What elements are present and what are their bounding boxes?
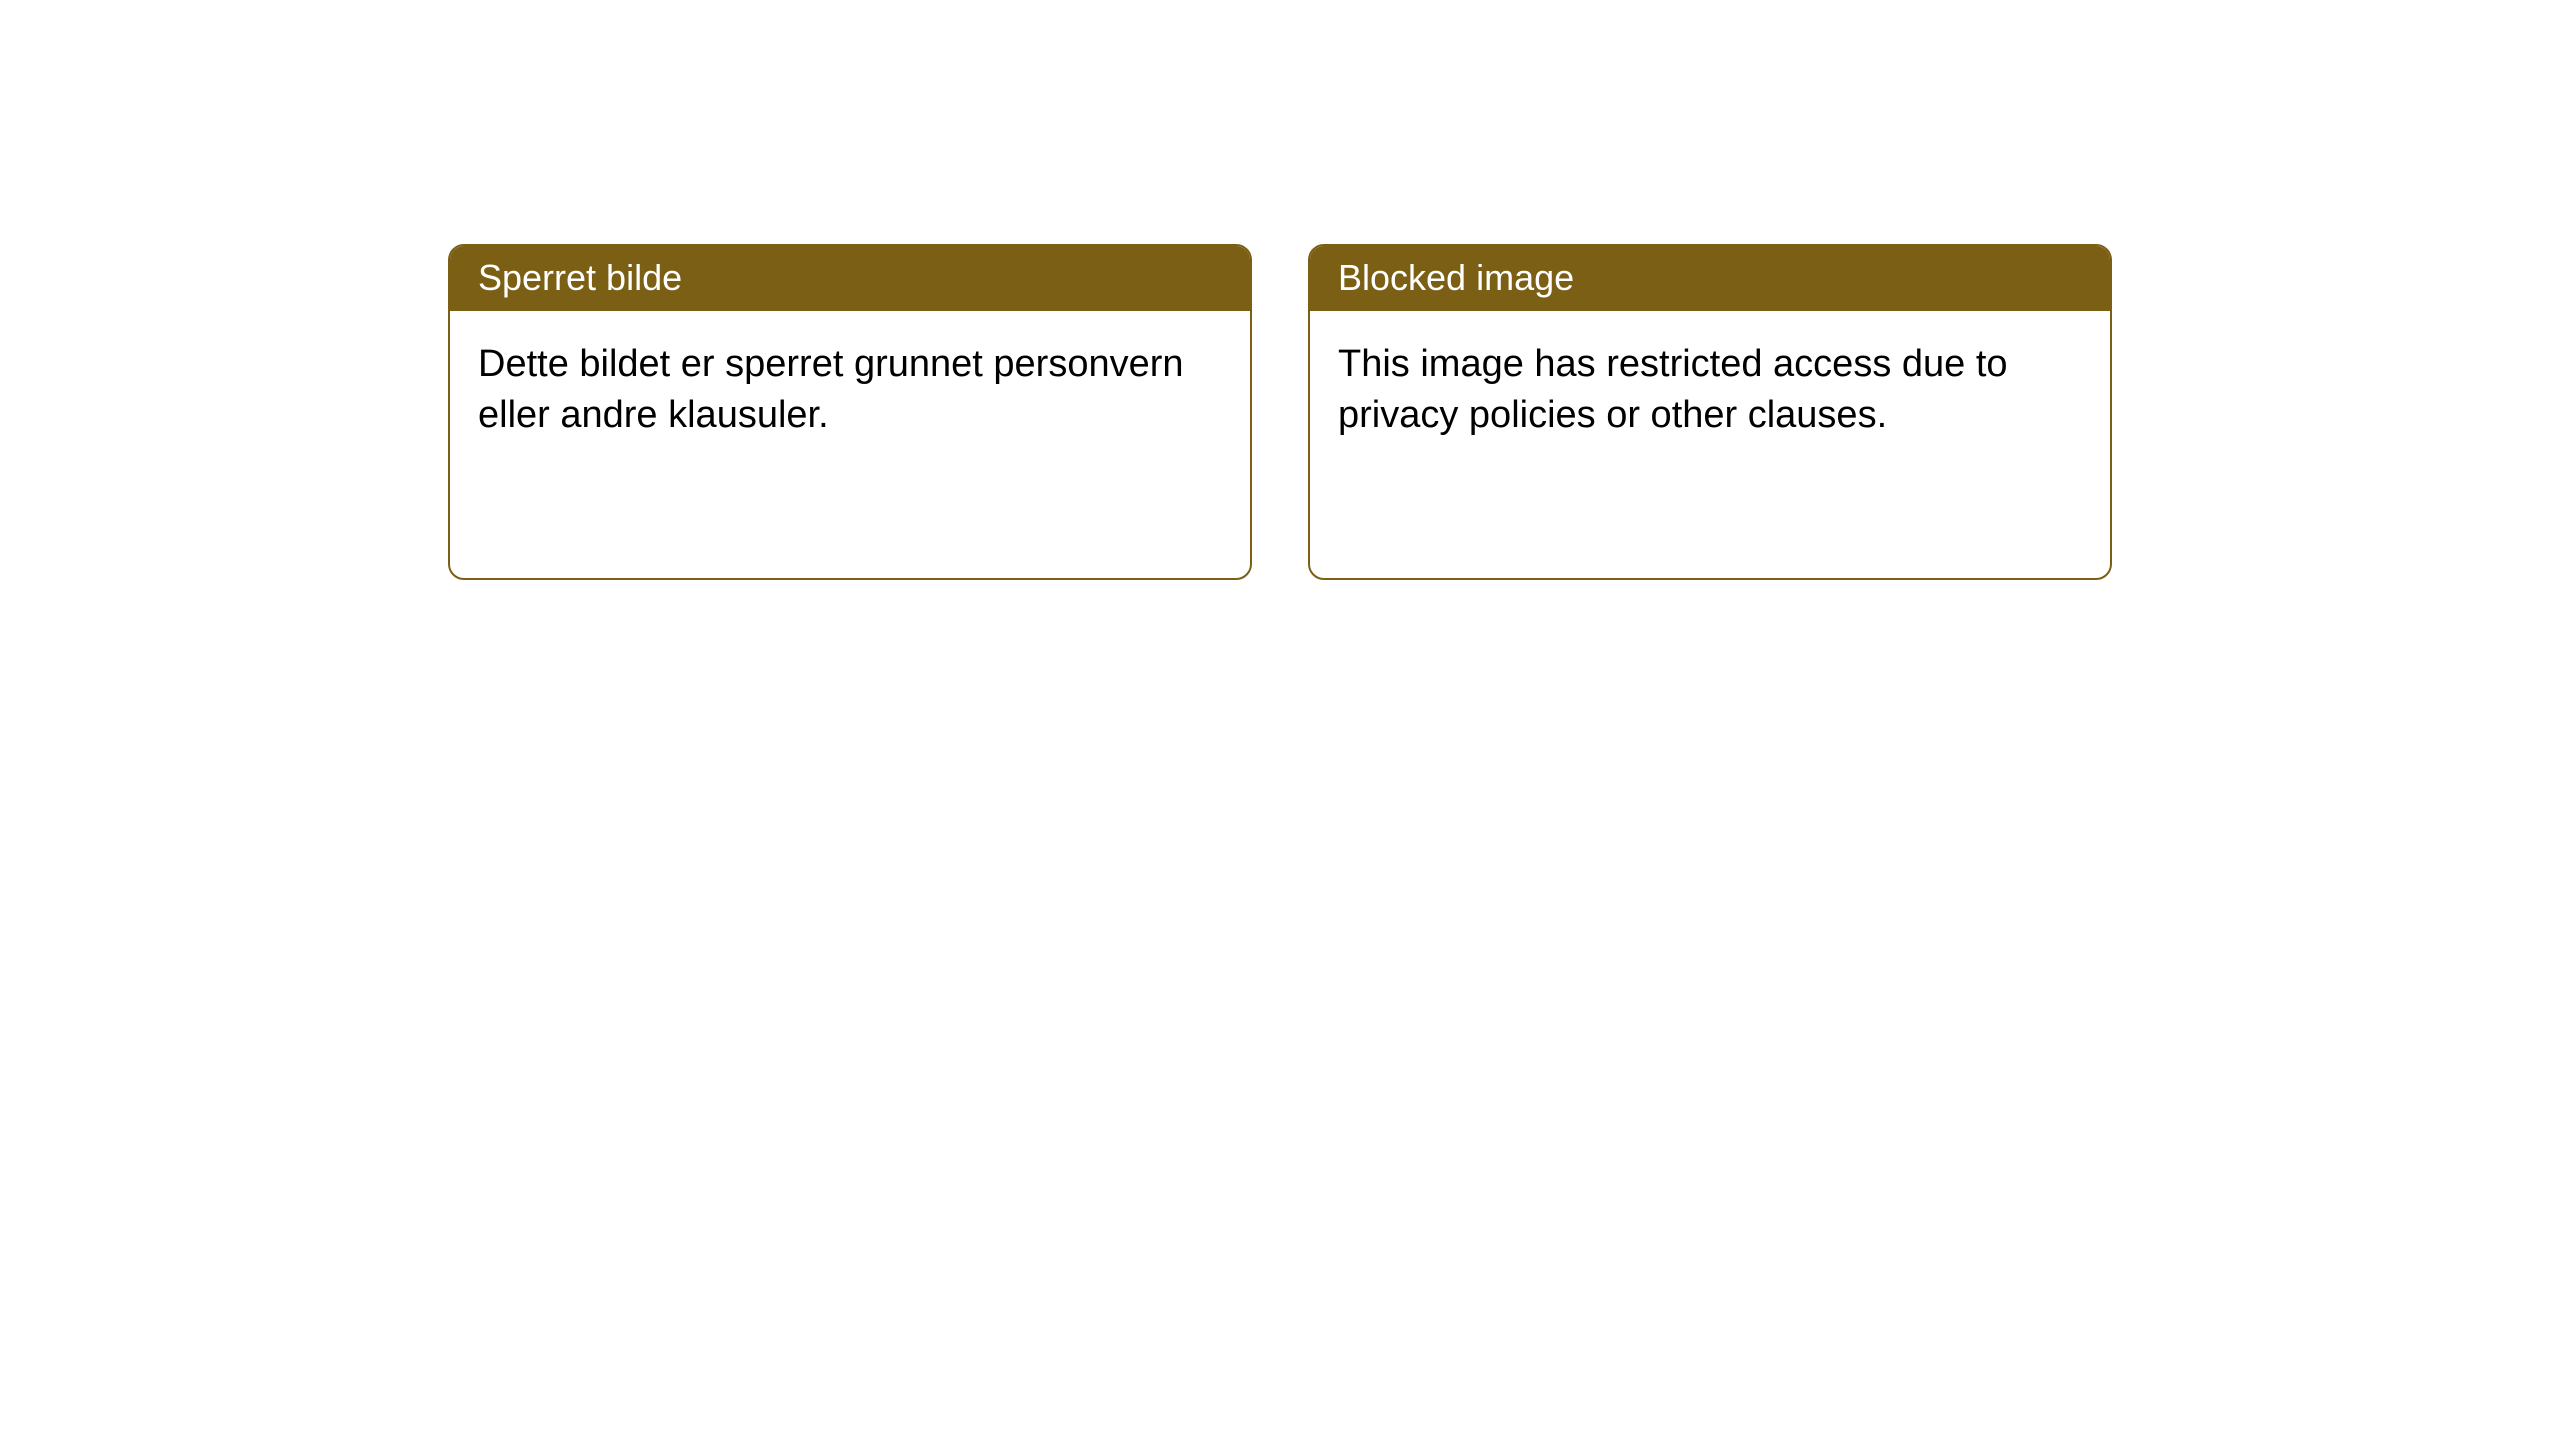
notice-container: Sperret bilde Dette bildet er sperret gr… bbox=[448, 244, 2112, 580]
notice-card-en: Blocked image This image has restricted … bbox=[1308, 244, 2112, 580]
notice-body-no: Dette bildet er sperret grunnet personve… bbox=[450, 311, 1250, 470]
notice-card-no: Sperret bilde Dette bildet er sperret gr… bbox=[448, 244, 1252, 580]
notice-header-en: Blocked image bbox=[1310, 246, 2110, 311]
notice-header-no: Sperret bilde bbox=[450, 246, 1250, 311]
notice-body-en: This image has restricted access due to … bbox=[1310, 311, 2110, 470]
